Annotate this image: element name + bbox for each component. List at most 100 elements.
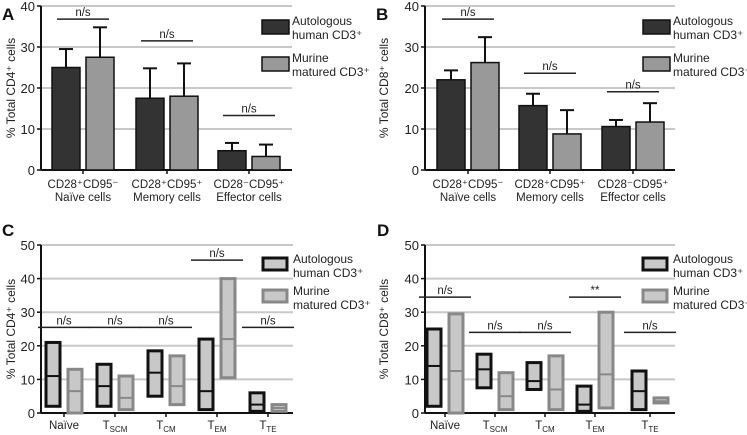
category-base: T (207, 420, 214, 432)
y-tick-label: 20 (21, 339, 35, 354)
category-base: Naïve (49, 420, 79, 432)
legend-label: human CD3⁺ (293, 266, 363, 280)
category-sublabel: Naïve cells (55, 192, 111, 204)
significance-label: n/s (158, 315, 174, 327)
bar-human (436, 79, 466, 171)
box-murine (447, 312, 465, 415)
category-label: CD28⁺CD95⁺ (132, 179, 203, 191)
box-human (197, 337, 215, 412)
box-murine (117, 374, 135, 412)
y-axis-label: % Total CD8⁺ cells (377, 279, 391, 379)
legend-label: matured CD3⁺ (673, 298, 747, 312)
legend-swatch (642, 56, 671, 72)
panel-a: A 0 10 20 30 40 % Total CD4⁺ cells CD28⁺CD95⁻Na… (2, 0, 370, 204)
category-subscript: CM (542, 425, 555, 434)
category-subscript: SCM (110, 425, 128, 434)
legend-swatch (642, 19, 671, 35)
y-tick-label: 0 (412, 163, 419, 178)
significance-label: n/s (487, 320, 503, 332)
legend-label: Autologous (673, 252, 733, 266)
panel-label: C (2, 221, 14, 240)
legend-swatch (261, 256, 289, 272)
legend-label: Autologous (293, 252, 353, 266)
y-tick-label: 50 (405, 238, 419, 253)
y-tick-label: 10 (21, 372, 35, 387)
category-subscript: CM (163, 425, 176, 434)
category-sublabel: Effector cells (600, 192, 666, 204)
legend-label: human CD3⁺ (673, 28, 743, 42)
category-sublabel: Memory cells (516, 192, 584, 204)
category-label: Naïve (430, 420, 460, 432)
box-murine (547, 354, 565, 412)
bar-human (51, 66, 81, 171)
category-label: CD28⁺CD95⁻ (48, 179, 119, 191)
bar-human (601, 125, 631, 171)
y-tick-label: 20 (21, 81, 35, 96)
category-subscript: EM (593, 425, 605, 434)
significance-label: n/s (437, 285, 453, 297)
category-label: TTE (641, 420, 658, 434)
y-tick-label: 20 (405, 339, 419, 354)
category-subscript: TE (648, 425, 658, 434)
legend-label: matured CD3⁺ (292, 65, 370, 79)
legend-label: Murine (673, 51, 710, 65)
legend-label: matured CD3⁺ (293, 298, 371, 312)
bar-murine (169, 95, 199, 171)
box-human (425, 327, 443, 408)
significance-label: n/s (159, 29, 175, 41)
category-base: T (641, 420, 648, 432)
category-label: TCM (535, 420, 555, 434)
legend-label: Murine (293, 284, 330, 298)
legend-label: human CD3⁺ (292, 28, 362, 42)
significance-label: n/s (260, 315, 276, 327)
panel-b: B 0 10 20 30 40 % Total CD8⁺ cells CD28⁺CD95⁻Na… (376, 0, 747, 204)
y-tick-label: 40 (405, 0, 419, 14)
y-tick-label: 0 (28, 163, 35, 178)
box-murine (497, 371, 515, 412)
legend-swatch (261, 288, 289, 304)
y-tick-label: 40 (405, 272, 419, 287)
legend-swatch (261, 19, 290, 35)
panel-label: A (2, 5, 14, 24)
category-base: T (259, 420, 266, 432)
category-base: T (156, 420, 163, 432)
category-label: TSCM (103, 420, 128, 434)
box-human (525, 361, 543, 391)
category-base: T (585, 420, 592, 432)
box-human (575, 384, 593, 413)
category-base: Naïve (430, 420, 460, 432)
category-label: CD28⁻CD95⁺ (598, 179, 669, 191)
significance-label: n/s (542, 61, 558, 73)
significance-label: n/s (537, 320, 553, 332)
panel-label: B (376, 5, 388, 24)
legend-label: Autologous (673, 14, 733, 28)
y-tick-label: 0 (28, 406, 35, 421)
significance-label: n/s (460, 7, 476, 19)
significance-label: n/s (107, 315, 123, 327)
box-murine (168, 354, 186, 407)
legend-label: Murine (292, 51, 329, 65)
y-tick-label: 30 (21, 305, 35, 320)
y-tick-label: 40 (21, 0, 35, 14)
y-axis-label: % Total CD4⁺ cells (4, 38, 18, 138)
significance-label: ** (591, 285, 600, 297)
significance-label: n/s (75, 7, 91, 19)
box-murine (597, 310, 615, 410)
y-tick-label: 10 (405, 372, 419, 387)
y-tick-label: 10 (21, 122, 35, 137)
significance-label: n/s (56, 315, 72, 327)
category-label: CD28⁺CD95⁺ (515, 179, 586, 191)
significance-label: n/s (209, 248, 225, 260)
category-sublabel: Effector cells (216, 192, 282, 204)
bar-murine (635, 121, 665, 171)
legend-label: Murine (673, 284, 710, 298)
significance-label: n/s (241, 103, 257, 115)
category-label: TEM (207, 420, 226, 434)
category-subscript: EM (215, 425, 227, 434)
legend-label: matured CD3⁺ (673, 65, 747, 79)
y-tick-label: 10 (405, 122, 419, 137)
legend-label: human CD3⁺ (673, 266, 743, 280)
bar-murine (470, 61, 500, 171)
